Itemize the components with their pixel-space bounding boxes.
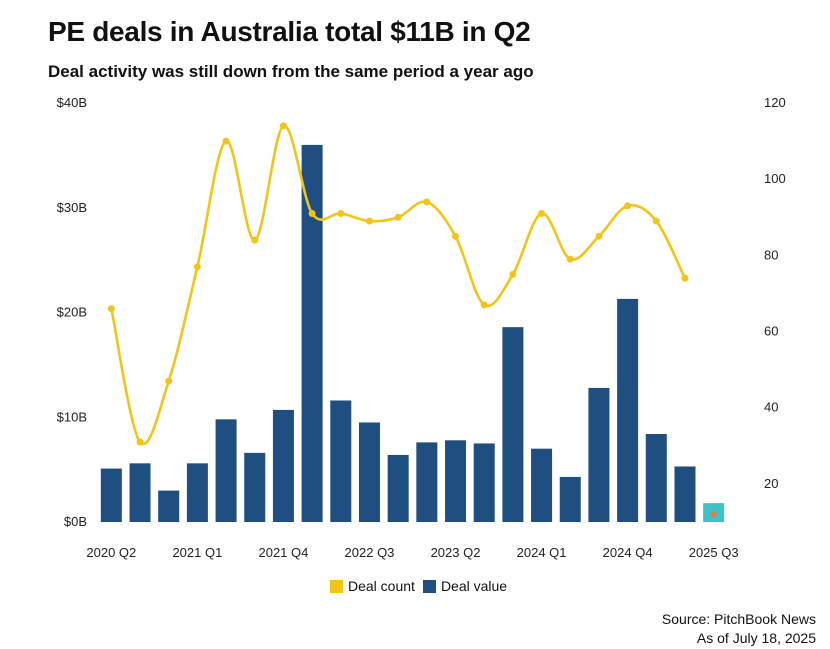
deal-value-bars [100, 144, 725, 522]
bar-deal-value[interactable] [358, 422, 380, 522]
x-tick-label: 2024 Q1 [517, 545, 567, 560]
bar-deal-value[interactable] [301, 144, 323, 522]
deal-count-point[interactable] [394, 213, 402, 221]
bar-deal-value[interactable] [272, 409, 294, 522]
deal-count-line [107, 122, 717, 518]
x-tick-label: 2021 Q1 [172, 545, 222, 560]
deal-count-point[interactable] [681, 274, 689, 282]
bar-deal-value[interactable] [129, 463, 151, 522]
as-of-line: As of July 18, 2025 [696, 630, 816, 646]
deal-count-point[interactable] [136, 438, 144, 446]
deal-count-point[interactable] [595, 232, 603, 240]
deal-count-point-projected[interactable] [710, 511, 717, 518]
bar-deal-value[interactable] [244, 452, 266, 522]
legend-swatch-bar [422, 579, 436, 593]
x-axis: 2020 Q2 2021 Q1 2021 Q4 2022 Q3 2023 Q2 2024 … [86, 545, 738, 560]
bar-deal-value[interactable] [215, 419, 237, 522]
x-tick-label: 2023 Q2 [431, 545, 481, 560]
deal-count-point[interactable] [538, 209, 546, 217]
deal-count-point[interactable] [222, 137, 230, 145]
bar-deal-value[interactable] [387, 454, 409, 522]
deal-count-point[interactable] [308, 209, 316, 217]
x-tick-label: 2022 Q3 [345, 545, 395, 560]
legend-item-deal-value[interactable]: Deal value [422, 578, 508, 594]
deal-count-point[interactable] [566, 255, 574, 263]
deal-count-point[interactable] [652, 217, 660, 225]
source-note: Source: PitchBook News As of July 18, 20… [662, 610, 816, 648]
bar-deal-value[interactable] [645, 434, 667, 522]
bar-deal-value[interactable] [617, 298, 639, 522]
bar-deal-value[interactable] [502, 327, 524, 522]
bar-deal-value[interactable] [559, 476, 581, 522]
bar-deal-value[interactable] [588, 387, 610, 522]
deal-count-point[interactable] [365, 217, 373, 225]
y-right-tick-label: 120 [764, 95, 786, 110]
legend-label-deal-value: Deal value [440, 578, 508, 594]
legend-item-deal-count[interactable]: Deal count [330, 578, 415, 594]
bar-deal-value[interactable] [473, 443, 495, 522]
legend-swatch-line [330, 579, 343, 593]
y-left-axis: $0B $10B $20B $30B $40B [57, 95, 87, 529]
bar-deal-value[interactable] [416, 442, 438, 522]
bar-deal-value[interactable] [100, 468, 122, 522]
source-line: Source: PitchBook News [661, 611, 816, 627]
x-tick-label: 2020 Q2 [86, 545, 136, 560]
y-right-tick-label: 60 [764, 324, 778, 339]
deal-count-point[interactable] [279, 122, 287, 130]
y-right-tick-label: 40 [764, 400, 778, 415]
y-right-tick-label: 80 [764, 247, 778, 262]
x-tick-label: 2025 Q3 [689, 545, 739, 560]
deal-count-point[interactable] [509, 270, 517, 278]
deal-count-point[interactable] [423, 198, 431, 206]
deal-count-point[interactable] [107, 305, 115, 313]
y-right-axis: 20 40 60 80 100 120 [764, 95, 786, 491]
deal-count-point[interactable] [480, 301, 488, 309]
deal-count-point[interactable] [452, 232, 460, 240]
deal-count-point[interactable] [337, 209, 345, 217]
bar-deal-value[interactable] [186, 463, 208, 522]
bar-deal-value[interactable] [158, 490, 180, 522]
y-right-tick-label: 20 [764, 476, 778, 491]
y-left-tick-label: $20B [57, 305, 87, 320]
x-tick-label: 2021 Q4 [258, 545, 308, 560]
deal-count-point[interactable] [193, 263, 201, 271]
y-left-tick-label: $10B [57, 409, 87, 424]
bar-deal-value[interactable] [445, 440, 467, 522]
bar-deal-value[interactable] [330, 400, 352, 522]
deal-count-point[interactable] [251, 236, 259, 244]
deal-count-point[interactable] [624, 202, 632, 210]
chart-title: PE deals in Australia total $11B in Q2 [48, 16, 531, 47]
bar-deal-value[interactable] [674, 466, 696, 522]
deal-count-point[interactable] [165, 377, 173, 385]
bar-deal-value[interactable] [531, 448, 553, 522]
y-left-tick-label: $30B [57, 200, 87, 215]
x-tick-label: 2024 Q4 [603, 545, 653, 560]
y-right-tick-label: 100 [764, 171, 786, 186]
legend: Deal count Deal value [330, 578, 515, 594]
chart-subtitle: Deal activity was still down from the sa… [48, 62, 534, 81]
y-left-tick-label: $40B [57, 95, 87, 110]
y-left-tick-label: $0B [64, 514, 87, 529]
legend-label-deal-count: Deal count [348, 578, 415, 594]
